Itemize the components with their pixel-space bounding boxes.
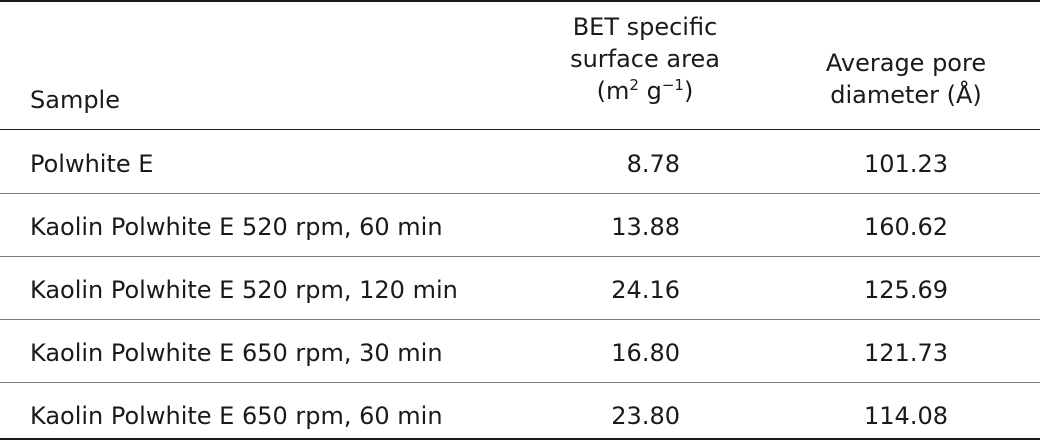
sample-cell: Kaolin Polwhite E 520 rpm, 120 min — [30, 276, 458, 304]
pore-cell: 114.08 — [864, 402, 948, 430]
pore-cell: 101.23 — [864, 150, 948, 178]
sample-cell: Kaolin Polwhite E 650 rpm, 60 min — [30, 402, 443, 430]
top-rule — [0, 0, 1040, 2]
row-divider — [0, 193, 1040, 194]
header-pore-diameter: Average pore diameter (Å) — [796, 47, 1016, 111]
row-divider — [0, 319, 1040, 320]
bet-cell: 16.80 — [611, 339, 680, 367]
bet-cell: 8.78 — [626, 150, 680, 178]
row-divider — [0, 256, 1040, 257]
row-divider — [0, 382, 1040, 383]
header-bet-surface-area: BET specific surface area (m2 g−1) — [540, 11, 750, 107]
bet-cell: 13.88 — [611, 213, 680, 241]
header-sample: Sample — [30, 86, 120, 114]
header-bet-line2: surface area — [570, 45, 720, 73]
header-pore-line1: Average pore — [825, 49, 987, 77]
bet-cell: 24.16 — [611, 276, 680, 304]
bottom-rule — [0, 438, 1040, 440]
bet-cell: 23.80 — [611, 402, 680, 430]
sample-cell: Polwhite E — [30, 150, 154, 178]
sample-cell: Kaolin Polwhite E 650 rpm, 30 min — [30, 339, 443, 367]
header-bet-line1: BET specific — [572, 13, 718, 41]
pore-cell: 125.69 — [864, 276, 948, 304]
pore-cell: 160.62 — [864, 213, 948, 241]
header-rule — [0, 129, 1040, 130]
header-pore-line2: diameter (Å) — [830, 81, 982, 109]
header-bet-unit: (m2 g−1) — [596, 76, 694, 105]
sample-cell: Kaolin Polwhite E 520 rpm, 60 min — [30, 213, 443, 241]
pore-cell: 121.73 — [864, 339, 948, 367]
